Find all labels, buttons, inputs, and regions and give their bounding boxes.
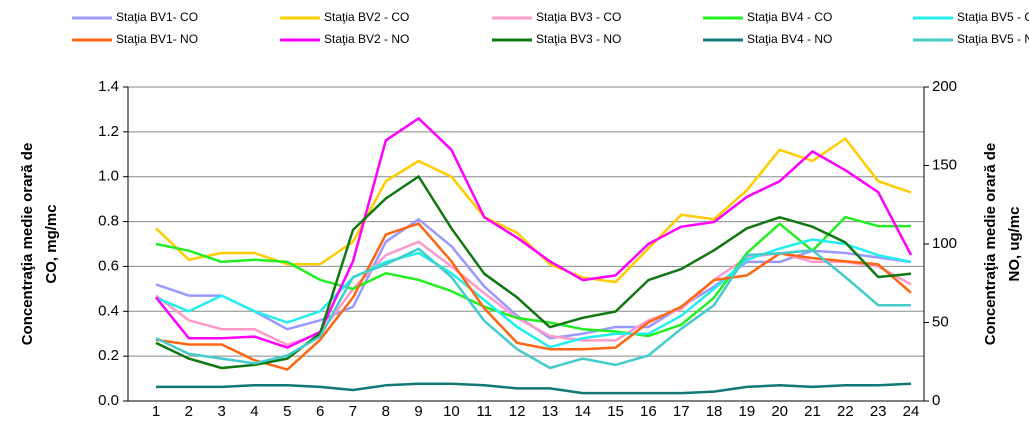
x-tick-label: 2 [185,403,193,420]
legend-label: Staţia BV1- CO [116,10,198,24]
y-tick-label: 0.0 [98,392,119,409]
x-tick-label: 15 [607,403,624,420]
legend-label: Staţia BV4 - NO [747,32,832,46]
legend-label: Staţia BV2 - CO [324,10,409,24]
legend-label: Staţia BV3 - NO [536,32,621,46]
x-tick-label: 10 [443,403,460,420]
series-line [155,117,913,349]
series-line [155,238,912,349]
x-tick-label: 18 [706,403,723,420]
x-tick-label: 14 [574,403,591,420]
x-tick-label: 8 [382,403,390,420]
series-line [156,382,912,395]
legend-label: Staţia BV2 - NO [324,32,409,46]
x-tick-label: 16 [640,403,657,420]
axis-label: Concentraţia medie orară de [982,143,999,346]
x-tick-label: 1 [152,403,160,420]
series-line [155,175,912,370]
y-tick-label: 0.4 [98,302,119,319]
y2-tick-label: 50 [932,313,949,330]
legend-label: Staţia BV4 - CO [747,10,832,24]
y2-tick-label: 0 [932,392,940,409]
x-tick-label: 5 [283,403,291,420]
x-tick-label: 11 [476,403,492,420]
y-tick-label: 1.0 [98,168,119,185]
y2-tick-label: 200 [932,78,957,95]
x-tick-label: 9 [414,403,422,420]
y-tick-label: 0.2 [98,347,119,364]
x-tick-label: 21 [804,403,821,420]
legend-label: Staţia BV5 - CO [957,10,1029,24]
x-tick-label: 19 [739,403,756,420]
x-tick-label: 24 [903,403,920,420]
y-tick-label: 0.8 [98,213,119,230]
legend-label: Staţia BV3 - CO [536,10,621,24]
x-tick-label: 22 [837,403,854,420]
axis-label: CO, mg/mc [43,204,60,283]
x-tick-label: 17 [673,403,690,420]
axis-label: Concentraţia medie orară de [19,143,36,346]
x-tick-label: 20 [771,403,788,420]
x-tick-label: 3 [217,403,225,420]
series-line [155,247,911,370]
y-tick-label: 0.6 [98,257,119,274]
x-tick-label: 4 [250,403,258,420]
series-line [155,222,912,371]
y2-tick-label: 150 [932,156,957,173]
x-tick-label: 23 [870,403,887,420]
series-line [155,215,911,338]
x-tick-label: 13 [542,403,559,420]
legend-label: Staţia BV5 - NO [957,32,1029,46]
y-tick-label: 1.4 [98,78,119,95]
x-tick-label: 6 [316,403,324,420]
x-tick-label: 7 [349,403,357,420]
axis-label: NO, ug/mc [1006,206,1023,281]
x-tick-label: 12 [509,403,526,420]
y-tick-label: 1.2 [98,123,119,140]
legend-label: Staţia BV1- NO [116,32,198,46]
y2-tick-label: 100 [932,235,957,252]
